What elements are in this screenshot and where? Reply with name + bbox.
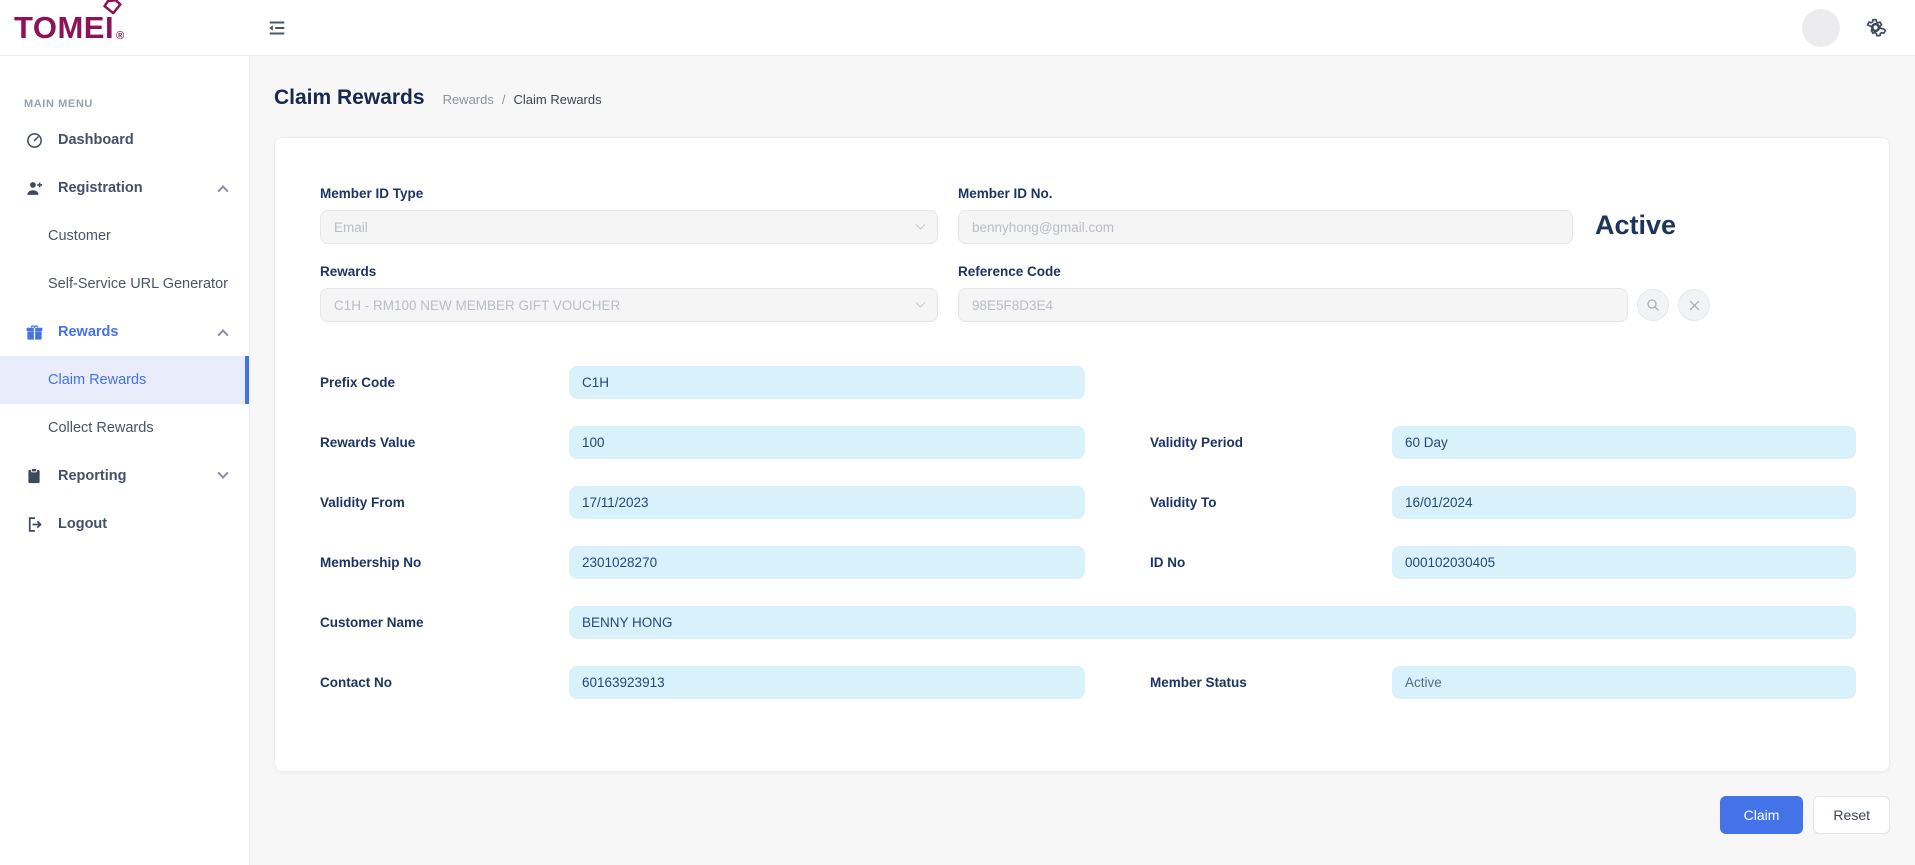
- gear-icon[interactable]: [1864, 16, 1887, 39]
- claim-button[interactable]: Claim: [1719, 796, 1804, 834]
- breadcrumb-current: Claim Rewards: [513, 92, 602, 107]
- breadcrumb: Rewards / Claim Rewards: [443, 92, 602, 107]
- chevron-down-icon: [915, 219, 926, 230]
- sidebar-item-rewards[interactable]: Rewards: [0, 308, 249, 356]
- member-status-value: Active: [1392, 666, 1856, 699]
- chevron-up-icon: [217, 329, 229, 341]
- top-header: TOMEI ®: [0, 0, 1915, 56]
- brand-logo[interactable]: TOMEI ®: [0, 0, 250, 43]
- brand-name: TOMEI: [14, 0, 122, 43]
- validity-from-value: 17/11/2023: [569, 486, 1085, 519]
- membership-no-value: 2301028270: [569, 546, 1085, 579]
- sidebar-item-registration[interactable]: Registration: [0, 164, 249, 212]
- logout-icon: [24, 514, 44, 534]
- member-status-banner: Active: [1595, 210, 1677, 240]
- member-id-type-select[interactable]: Email: [320, 210, 938, 244]
- detail-row: Membership No 2301028270 ID No 000102030…: [320, 546, 1856, 579]
- member-status-label: Member Status: [1150, 675, 1247, 690]
- rewards-value-label: Rewards Value: [320, 435, 416, 450]
- dashboard-icon: [24, 130, 44, 150]
- validity-period-value: 60 Day: [1392, 426, 1856, 459]
- sidebar-item-claim-rewards[interactable]: Claim Rewards: [0, 356, 249, 404]
- customer-name-label: Customer Name: [320, 615, 424, 630]
- clipboard-icon: [24, 466, 44, 486]
- contact-no-value: 60163923913: [569, 666, 1085, 699]
- sidebar-item-dashboard[interactable]: Dashboard: [0, 116, 249, 164]
- sidebar-item-self-service-url-generator[interactable]: Self-Service URL Generator: [48, 276, 228, 292]
- validity-period-label: Validity Period: [1150, 435, 1244, 450]
- rewards-label: Rewards: [320, 264, 377, 279]
- reference-code-input[interactable]: [958, 288, 1628, 322]
- main-content: Claim Rewards Rewards / Claim Rewards Me…: [250, 0, 1915, 834]
- membership-no-label: Membership No: [320, 555, 422, 570]
- gift-icon: [24, 322, 44, 342]
- page-title: Claim Rewards: [274, 86, 425, 109]
- sidebar-item-label: Reporting: [58, 468, 127, 484]
- prefix-code-label: Prefix Code: [320, 375, 396, 390]
- detail-row: Validity From 17/11/2023 Validity To 16/…: [320, 486, 1856, 519]
- contact-no-label: Contact No: [320, 675, 392, 690]
- menu-fold-icon[interactable]: [266, 17, 288, 39]
- validity-from-label: Validity From: [320, 495, 405, 510]
- detail-row: Customer Name BENNY HONG: [320, 606, 1856, 639]
- chevron-up-icon: [217, 185, 229, 197]
- sidebar-item-label: Rewards: [58, 324, 119, 340]
- reference-code-label: Reference Code: [958, 264, 1061, 279]
- search-icon: [1647, 299, 1659, 311]
- close-icon: [1689, 300, 1699, 310]
- reset-button[interactable]: Reset: [1813, 796, 1890, 834]
- id-no-value: 000102030405: [1392, 546, 1856, 579]
- avatar[interactable]: [1802, 8, 1840, 47]
- detail-row: Rewards Value 100 Validity Period 60 Day: [320, 426, 1856, 459]
- member-id-type-label: Member ID Type: [320, 186, 424, 201]
- sidebar-item-label: Registration: [58, 180, 143, 196]
- sidebar-section-label: MAIN MENU: [24, 98, 93, 110]
- validity-to-label: Validity To: [1150, 495, 1217, 510]
- sidebar-item-reporting[interactable]: Reporting: [0, 452, 249, 500]
- chevron-down-icon: [915, 297, 926, 308]
- registered-mark: ®: [116, 30, 125, 42]
- chevron-down-icon: [217, 467, 229, 479]
- person-plus-icon: [24, 178, 44, 198]
- rewards-select[interactable]: C1H - RM100 NEW MEMBER GIFT VOUCHER: [320, 288, 938, 322]
- breadcrumb-separator: /: [501, 92, 506, 107]
- rewards-value-value: 100: [569, 426, 1085, 459]
- member-id-no-label: Member ID No.: [958, 186, 1053, 201]
- diamond-icon: [103, 0, 122, 14]
- breadcrumb-parent[interactable]: Rewards: [442, 92, 494, 107]
- claim-rewards-card: Member ID Type Email Member ID No. Activ…: [274, 137, 1890, 772]
- detail-row: Prefix Code C1H: [320, 366, 1856, 399]
- sidebar-item-customer[interactable]: Customer: [48, 228, 111, 244]
- customer-name-value: BENNY HONG: [569, 606, 1856, 639]
- sidebar-item-collect-rewards[interactable]: Collect Rewards: [48, 420, 154, 436]
- search-button[interactable]: [1637, 289, 1669, 321]
- validity-to-value: 16/01/2024: [1392, 486, 1856, 519]
- detail-row: Contact No 60163923913 Member Status Act…: [320, 666, 1856, 699]
- prefix-code-value: C1H: [569, 366, 1085, 399]
- sidebar: MAIN MENU Dashboard Registration Custome…: [0, 56, 250, 865]
- clear-button[interactable]: [1678, 289, 1710, 321]
- sidebar-item-label: Logout: [58, 516, 108, 532]
- id-no-label: ID No: [1150, 555, 1186, 570]
- member-id-no-input[interactable]: [958, 210, 1573, 244]
- sidebar-item-label: Dashboard: [58, 132, 134, 148]
- sidebar-item-logout[interactable]: Logout: [0, 500, 249, 548]
